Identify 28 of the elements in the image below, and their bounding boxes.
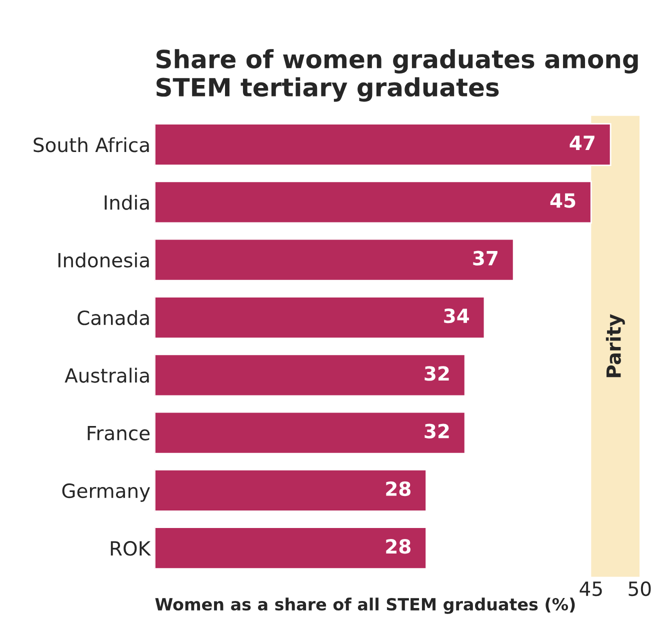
bar [154, 411, 466, 454]
data-label: 32 [424, 424, 449, 438]
data-label: 37 [473, 250, 498, 266]
y-tick-label: France [88, 426, 150, 440]
data-label: 47 [570, 136, 594, 150]
y-tick-label: Germany [62, 483, 150, 502]
y-tick-label: Indonesia [58, 252, 149, 268]
data-label: 45 [550, 193, 576, 208]
data-label: 28 [386, 539, 410, 554]
x-axis-title: Women as a share of all STEM graduates (%) [155, 598, 575, 614]
bar [154, 468, 427, 512]
y-tick-label: Canada [78, 310, 149, 326]
bar [154, 354, 466, 397]
bar [154, 526, 427, 570]
x-tick-label: 50 [628, 581, 651, 596]
bar [154, 238, 514, 282]
bar [154, 296, 486, 339]
y-tick-label: India [104, 194, 149, 210]
bar [154, 123, 612, 166]
band-label: Parity [606, 314, 625, 378]
data-label: 32 [424, 366, 449, 381]
y-tick-label: South Africa [34, 137, 149, 152]
chart-title: Share of women graduates among STEM tertiary graduates [156, 49, 638, 102]
data-label: 34 [444, 308, 469, 324]
y-tick-label: Australia [64, 368, 149, 383]
bar [154, 180, 592, 224]
y-tick-label: ROK [110, 541, 151, 556]
data-label: 28 [386, 481, 410, 496]
